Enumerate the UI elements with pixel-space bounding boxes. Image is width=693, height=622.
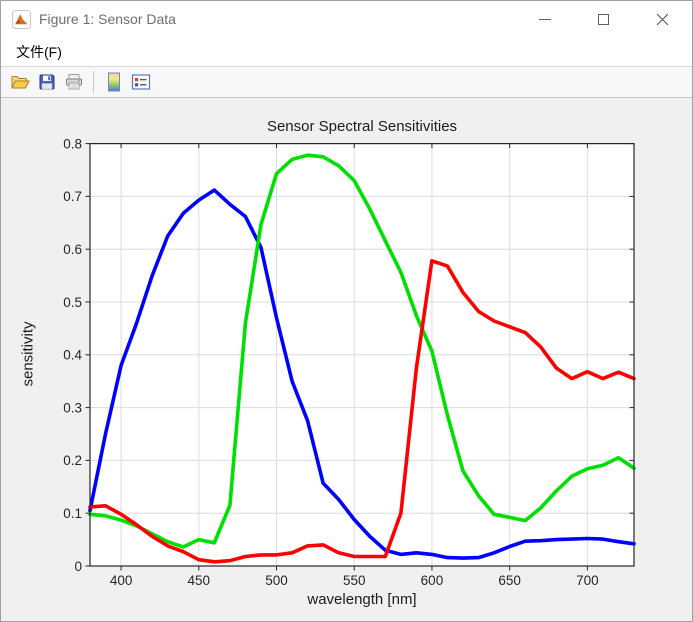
svg-text:450: 450 <box>188 573 211 588</box>
svg-text:0.5: 0.5 <box>63 295 82 310</box>
svg-text:600: 600 <box>421 573 444 588</box>
svg-text:0.8: 0.8 <box>63 136 82 151</box>
close-icon <box>656 13 669 25</box>
maximize-icon <box>598 13 609 25</box>
colorbar-icon <box>107 72 120 92</box>
svg-text:0.2: 0.2 <box>63 453 82 468</box>
svg-text:700: 700 <box>576 573 599 588</box>
print-icon <box>65 74 82 90</box>
legend-icon <box>131 74 150 90</box>
minimize-button[interactable] <box>515 1 574 37</box>
open-button[interactable] <box>6 69 33 95</box>
svg-text:0.7: 0.7 <box>63 189 82 204</box>
save-icon <box>39 74 54 90</box>
titlebar: Figure 1: Sensor Data <box>1 1 692 37</box>
toolbar-separator <box>93 71 94 93</box>
chart-title: Sensor Spectral Sensitivities <box>266 118 458 135</box>
svg-text:0: 0 <box>74 559 82 574</box>
y-axis-label: sensitivity <box>19 321 37 387</box>
open-folder-icon <box>10 76 30 89</box>
svg-text:500: 500 <box>265 573 288 588</box>
svg-text:550: 550 <box>343 573 366 588</box>
legend-button[interactable] <box>127 69 154 95</box>
plot-area: 400 450 500 550 600 650 700 0 0.1 0.2 0.3 0.4 0.5 0.6… <box>63 136 636 588</box>
matlab-icon <box>12 9 31 29</box>
window-title: Figure 1: Sensor Data <box>39 11 176 27</box>
x-axis-label: wavelength [nm] <box>307 591 417 608</box>
svg-text:0.1: 0.1 <box>63 506 82 521</box>
svg-text:0.3: 0.3 <box>63 400 82 415</box>
figure-canvas: 400 450 500 550 600 650 700 0 0.1 0.2 0.3 0.4 0.5 0.6… <box>1 98 692 621</box>
print-button[interactable] <box>60 69 87 95</box>
toolbar <box>1 66 692 98</box>
maximize-button[interactable] <box>574 1 633 37</box>
menu-file[interactable]: 文件(F) <box>16 43 62 60</box>
minimize-icon <box>538 18 551 20</box>
svg-text:650: 650 <box>498 573 521 588</box>
menubar: 文件(F) <box>1 37 692 66</box>
save-button[interactable] <box>33 69 60 95</box>
svg-text:0.6: 0.6 <box>63 242 82 257</box>
svg-text:0.4: 0.4 <box>63 348 82 363</box>
colorbar-button[interactable] <box>100 69 127 95</box>
svg-text:400: 400 <box>110 573 133 588</box>
close-button[interactable] <box>633 1 692 37</box>
